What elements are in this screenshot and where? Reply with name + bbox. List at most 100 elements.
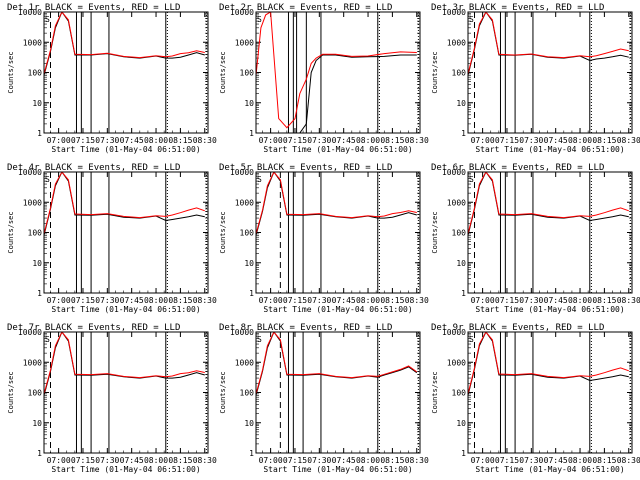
x-tick-label: 07:00 xyxy=(471,136,495,145)
x-tick-label: 07:00 xyxy=(259,456,283,465)
saa-marker: S xyxy=(469,15,474,24)
panel-title: Det 7r BLACK = Events, RED = LLD xyxy=(7,323,180,333)
y-tick-label: 100 xyxy=(452,389,467,398)
x-tick-label: 07:15 xyxy=(283,456,307,465)
panel-title: Det 2r BLACK = Events, RED = LLD xyxy=(219,3,392,13)
x-tick-label: 08:30 xyxy=(617,456,640,465)
panel-det-8: Det 8r BLACK = Events, RED = LLD 1 10 100 10… xyxy=(219,323,429,474)
x-tick-label: 08:00 xyxy=(568,136,592,145)
y-tick-label: 100 xyxy=(240,69,255,78)
x-tick-label: 08:30 xyxy=(193,456,217,465)
y-tick-label: 1 xyxy=(461,129,466,138)
y-tick-label: 1000 xyxy=(447,38,466,47)
y-tick-label: 10 xyxy=(244,419,254,428)
y-tick-label: 1000 xyxy=(23,358,42,367)
y-tick-label: 10000 xyxy=(230,8,254,17)
panel-det-5: Det 5r BLACK = Events, RED = LLD 1 10 100 10… xyxy=(219,163,429,314)
series-events-line xyxy=(44,12,205,76)
x-tick-label: 07:30 xyxy=(519,296,543,305)
x-tick-label: 07:00 xyxy=(259,136,283,145)
panel-title: Det 1r BLACK = Events, RED = LLD xyxy=(7,3,180,13)
saa-marker: S xyxy=(45,335,50,344)
y-tick-label: 1 xyxy=(461,289,466,298)
y-tick-label: 1000 xyxy=(447,198,466,207)
x-tick-label: 08:00 xyxy=(144,456,168,465)
x-tick-label: 08:15 xyxy=(592,136,616,145)
x-tick-label: 07:45 xyxy=(544,456,568,465)
y-axis-label: Counts/sec xyxy=(219,211,227,253)
saa-marker: S xyxy=(45,15,50,24)
y-tick-label: 1000 xyxy=(235,358,254,367)
plot-frame xyxy=(467,331,633,454)
panel-det-2: Det 2r BLACK = Events, RED = LLD 1 10 100 10… xyxy=(219,3,429,154)
x-tick-label: 08:00 xyxy=(144,296,168,305)
x-tick-label: 07:30 xyxy=(307,456,331,465)
panel-det-7: Det 7r BLACK = Events, RED = LLD 1 10 100 10… xyxy=(7,323,217,474)
saa-marker: S xyxy=(469,335,474,344)
x-tick-label: 08:15 xyxy=(380,456,404,465)
x-tick-label: 08:00 xyxy=(356,456,380,465)
series-lld-line xyxy=(468,172,629,235)
series-lld-line xyxy=(468,12,629,75)
saa-marker: S xyxy=(45,175,50,184)
x-tick-label: 07:15 xyxy=(495,456,519,465)
x-tick-label: 07:00 xyxy=(47,136,71,145)
y-tick-label: 100 xyxy=(240,229,255,238)
y-axis-label: Counts/sec xyxy=(7,51,15,93)
y-axis-label: Counts/sec xyxy=(431,211,439,253)
x-tick-label: 07:15 xyxy=(71,136,95,145)
y-tick-label: 10 xyxy=(244,259,254,268)
y-tick-label: 100 xyxy=(28,389,43,398)
y-tick-label: 10 xyxy=(456,259,466,268)
y-tick-label: 100 xyxy=(452,229,467,238)
x-tick-label: 08:30 xyxy=(193,136,217,145)
x-tick-label: 07:30 xyxy=(519,456,543,465)
y-tick-label: 10000 xyxy=(442,8,466,17)
x-tick-label: 07:45 xyxy=(332,136,356,145)
panel-det-1: Det 1r BLACK = Events, RED = LLD 1 10 100 10… xyxy=(7,3,217,154)
y-tick-label: 1 xyxy=(37,129,42,138)
panel-title: Det 3r BLACK = Events, RED = LLD xyxy=(431,3,604,13)
x-tick-label: 08:15 xyxy=(592,296,616,305)
y-tick-label: 1000 xyxy=(23,198,42,207)
y-tick-label: 10000 xyxy=(18,8,42,17)
plot-frame xyxy=(467,11,633,134)
x-tick-label: 08:15 xyxy=(380,136,404,145)
series-lld-line xyxy=(44,12,205,75)
x-tick-label: 07:15 xyxy=(495,136,519,145)
x-tick-label: 07:15 xyxy=(71,456,95,465)
x-tick-label: 08:00 xyxy=(356,296,380,305)
saa-marker: S xyxy=(257,15,262,24)
x-tick-label: 08:00 xyxy=(144,136,168,145)
series-lld-line xyxy=(256,332,418,395)
y-tick-label: 10 xyxy=(456,419,466,428)
series-lld-line xyxy=(468,332,629,395)
x-tick-label: 08:30 xyxy=(617,296,640,305)
series-lld-line xyxy=(44,172,205,235)
x-tick-label: 07:30 xyxy=(307,136,331,145)
y-tick-label: 100 xyxy=(28,69,43,78)
y-tick-label: 10 xyxy=(456,99,466,108)
y-tick-label: 1 xyxy=(37,289,42,298)
x-tick-label: 08:30 xyxy=(193,296,217,305)
x-axis-label: Start Time (01-May-04 06:51:00) xyxy=(51,305,200,314)
y-tick-label: 1000 xyxy=(23,38,42,47)
y-tick-label: 10000 xyxy=(18,168,42,177)
x-tick-label: 07:00 xyxy=(47,456,71,465)
y-tick-label: 100 xyxy=(240,389,255,398)
x-tick-label: 08:00 xyxy=(568,296,592,305)
series-events-line xyxy=(468,12,629,76)
y-axis-label: Counts/sec xyxy=(7,211,15,253)
y-tick-label: 10000 xyxy=(442,328,466,337)
x-tick-label: 08:15 xyxy=(168,456,192,465)
x-tick-label: 07:30 xyxy=(519,136,543,145)
x-tick-label: 07:30 xyxy=(307,296,331,305)
y-tick-label: 1000 xyxy=(235,198,254,207)
x-axis-label: Start Time (01-May-04 06:51:00) xyxy=(263,305,412,314)
x-tick-label: 07:15 xyxy=(283,136,307,145)
x-tick-label: 07:45 xyxy=(544,296,568,305)
x-tick-label: 07:00 xyxy=(471,456,495,465)
y-tick-label: 1 xyxy=(461,449,466,458)
y-axis-label: Counts/sec xyxy=(219,371,227,413)
